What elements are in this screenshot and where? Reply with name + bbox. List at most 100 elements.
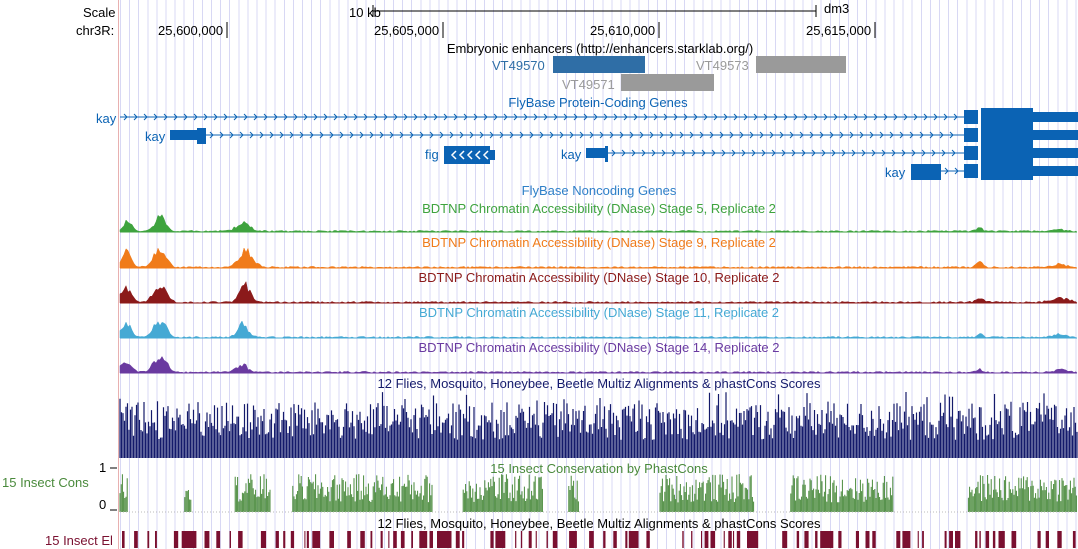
kay-transcript-2-exon-a <box>964 128 978 142</box>
elements-side-label[interactable]: 15 Insect El <box>45 533 113 548</box>
dnase-stage9-title[interactable]: BDTNP Chromatin Accessibility (DNase) St… <box>422 235 776 250</box>
conserved-element-block <box>855 531 859 548</box>
conserved-element-block <box>917 531 919 548</box>
conserved-element-block <box>1037 531 1041 548</box>
dnase-stage14-title[interactable]: BDTNP Chromatin Accessibility (DNase) St… <box>418 340 780 355</box>
conserved-element-block <box>682 531 684 548</box>
dnase-stage5-title[interactable]: BDTNP Chromatin Accessibility (DNase) St… <box>422 201 776 216</box>
dnase-signal-2 <box>119 247 1078 269</box>
conserved-element-block <box>238 531 243 548</box>
conserved-element-block <box>949 531 953 548</box>
conserved-element-block <box>975 531 978 548</box>
kay-transcript-2-strand-arrows <box>209 131 954 139</box>
conserved-element-block <box>546 531 548 548</box>
conserved-element-block <box>955 531 961 548</box>
phastcons-side-label[interactable]: 15 Insect Cons <box>2 475 89 490</box>
conserved-element-block <box>400 531 405 548</box>
kay-transcript-4-exon-start <box>911 164 941 180</box>
kay-transcript-4-strand-arrows <box>944 167 959 175</box>
gene-label-fig[interactable]: fig <box>425 147 439 162</box>
conserved-element-block <box>728 531 732 548</box>
enhancer-label-vt49570[interactable]: VT49570 <box>492 58 545 73</box>
conserved-element-block <box>306 531 309 548</box>
gene-label-kay-1[interactable]: kay <box>96 111 117 126</box>
enhancer-label-vt49573[interactable]: VT49573 <box>696 58 749 73</box>
conserved-element-block <box>815 531 818 548</box>
phastcons-track-title[interactable]: 15 Insect Conservation by PhastCons <box>490 461 708 476</box>
conserved-element-block <box>992 531 996 548</box>
conserved-element-block <box>290 531 295 548</box>
conserved-element-block <box>985 531 990 548</box>
ruler-position-3: 25,610,000 <box>590 23 656 38</box>
kay-transcript-4-exon-b <box>981 162 1033 180</box>
gene-label-kay-3[interactable]: kay <box>561 147 582 162</box>
enhancers-track-title[interactable]: Embryonic enhancers (http://enhancers.st… <box>446 41 754 56</box>
conserved-element-block <box>691 531 693 548</box>
scale-label: Scale <box>83 5 116 20</box>
conserved-element-block <box>329 531 334 548</box>
conserved-element-block <box>646 531 650 548</box>
conserved-element-block <box>419 531 428 548</box>
dnase-signal-3 <box>119 280 1078 304</box>
conserved-element-block <box>896 531 901 548</box>
conserved-element-block <box>603 531 606 548</box>
fig-gene-utr <box>490 150 495 160</box>
chrom-label[interactable]: chr3R: <box>76 23 115 38</box>
conserved-element-block <box>865 531 870 548</box>
conserved-element-block <box>495 531 506 548</box>
phastcons-bars <box>119 474 1077 512</box>
conserved-element-block <box>1072 531 1076 548</box>
kay-transcript-3-exon-b <box>981 144 1033 162</box>
gene-label-kay-4[interactable]: kay <box>885 165 906 180</box>
conserved-element-block <box>312 531 321 548</box>
conserved-element-block <box>552 531 558 548</box>
phastcons-axis-min: 0 <box>99 497 107 512</box>
conserved-element-block <box>723 531 725 548</box>
conserved-element-block <box>796 531 800 548</box>
conserved-element-block <box>275 531 279 548</box>
dnase-signal-5 <box>119 356 1078 374</box>
conserved-element-block <box>380 531 383 548</box>
kay-transcript-4-utr <box>1033 166 1078 176</box>
kay-transcript-1-strand-arrows <box>123 113 958 121</box>
dnase-stage11-title[interactable]: BDTNP Chromatin Accessibility (DNase) St… <box>418 305 780 320</box>
multiz-conservation-bars <box>119 392 1078 458</box>
ruler-position-2: 25,605,000 <box>374 23 440 38</box>
genes-track-title[interactable]: FlyBase Protein-Coding Genes <box>508 95 688 110</box>
conserved-element-block <box>528 531 532 548</box>
conserved-element-block <box>701 531 703 548</box>
conserved-element-block <box>429 531 433 548</box>
dnase-signal-1 <box>119 214 1078 233</box>
noncoding-track-title[interactable]: FlyBase Noncoding Genes <box>521 183 677 198</box>
conserved-element-block <box>922 531 924 548</box>
conserved-element-block <box>979 531 981 548</box>
gene-label-kay-2[interactable]: kay <box>145 129 166 144</box>
elements-track-title[interactable]: 12 Flies, Mosquito, Honeybee, Beetle Mul… <box>377 516 821 531</box>
enhancer-box-vt49571 <box>621 74 714 91</box>
conserved-element-block <box>747 531 759 548</box>
conserved-element-block <box>1011 531 1017 548</box>
conserved-element-block <box>520 531 523 548</box>
conserved-element-block <box>1057 531 1062 548</box>
conserved-element-block <box>134 531 138 548</box>
conserved-element-block <box>535 531 537 548</box>
conserved-element-block <box>388 531 390 548</box>
conserved-element-block <box>569 531 577 548</box>
kay-transcript-2-utr <box>1033 130 1078 140</box>
enhancer-label-vt49571[interactable]: VT49571 <box>562 77 615 92</box>
conserved-element-block <box>710 531 716 548</box>
conserved-element-block <box>613 531 617 548</box>
enhancer-box-vt49570 <box>553 56 645 73</box>
dnase-stage10-title[interactable]: BDTNP Chromatin Accessibility (DNase) St… <box>418 270 780 285</box>
conserved-element-block <box>173 531 179 548</box>
conserved-element-block <box>490 531 494 548</box>
fig-gene-strand-arrows <box>450 150 489 160</box>
conserved-element-block <box>628 531 639 548</box>
conserved-element-block <box>462 531 465 548</box>
dnase-signal-4 <box>119 320 1078 339</box>
multiz-track-title[interactable]: 12 Flies, Mosquito, Honeybee, Beetle Mul… <box>377 376 821 391</box>
conserved-element-block <box>902 531 911 548</box>
conserved-element-block <box>733 531 735 548</box>
conserved-element-block <box>515 531 517 548</box>
